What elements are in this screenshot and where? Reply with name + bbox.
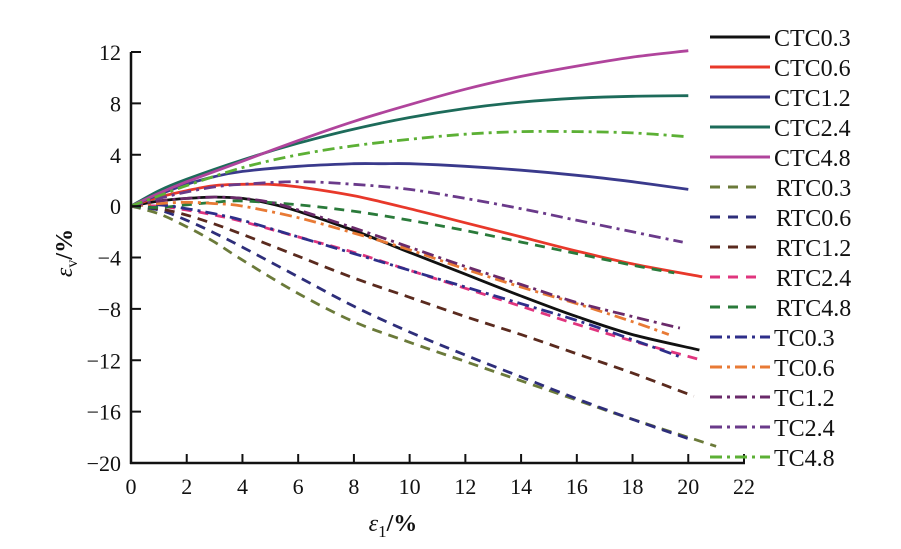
legend-item: RTC0.6 — [710, 206, 851, 232]
series-line-ctc1-2 — [130, 162, 689, 208]
y-tick-label: 8 — [110, 91, 121, 116]
legend-label: TC4.8 — [774, 446, 835, 472]
x-tick-label: 2 — [181, 474, 192, 499]
legend-item: RTC0.3 — [710, 176, 851, 202]
y-axis-title-unit: /% — [52, 229, 78, 261]
x-ticks: 0 2 4 6 8 10 12 14 16 18 20 22 — [126, 454, 755, 499]
x-axis-title: ε1/% — [369, 511, 418, 541]
series-line-ctc4-8 — [130, 49, 689, 208]
legend-item: CTC0.3 — [710, 26, 851, 52]
y-axis-title: εv/% — [52, 229, 81, 277]
x-tick-label: 16 — [566, 474, 588, 499]
x-tick-label: 20 — [677, 474, 699, 499]
legend-item: CTC0.6 — [710, 56, 851, 82]
legend-label: RTC2.4 — [776, 266, 851, 292]
legend-item: TC0.3 — [710, 326, 835, 352]
series-layer — [130, 49, 717, 448]
legend-item: CTC2.4 — [710, 116, 851, 142]
legend-label: CTC0.3 — [774, 26, 851, 52]
y-tick-label: 0 — [110, 194, 121, 219]
y-tick-label: 4 — [110, 143, 121, 168]
series-line-tc2-4 — [130, 180, 683, 244]
legend-item: TC4.8 — [710, 446, 835, 472]
series-line-rtc1-2 — [130, 204, 695, 398]
legend-item: CTC1.2 — [710, 86, 851, 112]
legend-label: RTC0.6 — [776, 206, 851, 232]
legend: CTC0.3 CTC0.6 CTC1.2 CTC2.4 CTC4.8 RTC0.3 RTC0… — [710, 26, 851, 472]
legend-item: TC2.4 — [710, 416, 835, 442]
legend-label: CTC0.6 — [774, 56, 851, 82]
legend-item: RTC2.4 — [710, 266, 851, 292]
y-tick-label: −8 — [98, 297, 121, 322]
series-line-rtc0-6 — [130, 204, 689, 440]
x-tick-label: 10 — [399, 474, 421, 499]
series-line-tc0-6 — [130, 200, 670, 336]
legend-label: TC1.2 — [774, 386, 835, 412]
legend-label: RTC0.3 — [776, 176, 851, 202]
y-ticks: 12 8 4 0 −4 −8 −12 −16 −20 — [87, 40, 141, 476]
legend-label: RTC4.8 — [776, 296, 851, 322]
x-tick-label: 0 — [126, 474, 137, 499]
y-tick-label: −12 — [87, 348, 121, 373]
y-tick-label: −20 — [87, 451, 121, 476]
legend-item: RTC1.2 — [710, 236, 851, 262]
legend-label: TC0.6 — [774, 356, 835, 382]
x-tick-label: 6 — [293, 474, 304, 499]
legend-item: TC1.2 — [710, 386, 835, 412]
legend-label: TC0.3 — [774, 326, 835, 352]
x-axis-title-sub: 1 — [378, 522, 387, 541]
legend-label: CTC4.8 — [774, 146, 851, 172]
x-axis-title-symbol: ε — [369, 511, 379, 537]
x-tick-label: 8 — [348, 474, 359, 499]
legend-label: CTC1.2 — [774, 86, 851, 112]
y-axis-title-symbol: ε — [52, 267, 78, 277]
legend-item: TC0.6 — [710, 356, 835, 382]
series-line-rtc4-8 — [130, 199, 675, 275]
x-tick-label: 18 — [622, 474, 644, 499]
y-tick-label: −16 — [87, 400, 121, 425]
series-line-tc1-2 — [130, 195, 681, 330]
series-line-ctc2-4 — [130, 94, 689, 208]
series-line-rtc2-4 — [130, 204, 703, 362]
x-axis-title-unit: /% — [386, 511, 418, 537]
y-axis-title-sub: v — [64, 260, 81, 268]
legend-item: CTC4.8 — [710, 146, 851, 172]
x-tick-label: 4 — [237, 474, 248, 499]
legend-label: RTC1.2 — [776, 236, 851, 262]
series-line-rtc0-3 — [130, 204, 717, 448]
x-tick-label: 22 — [733, 474, 755, 499]
y-tick-label: −4 — [98, 246, 121, 271]
x-tick-label: 12 — [454, 474, 476, 499]
series-line-tc0-3 — [130, 203, 684, 360]
legend-label: CTC2.4 — [774, 116, 851, 142]
legend-item: RTC4.8 — [710, 296, 851, 322]
series-line-tc4-8 — [130, 129, 689, 208]
y-tick-label: 12 — [99, 40, 121, 65]
x-tick-label: 14 — [510, 474, 532, 499]
legend-label: TC2.4 — [774, 416, 835, 442]
